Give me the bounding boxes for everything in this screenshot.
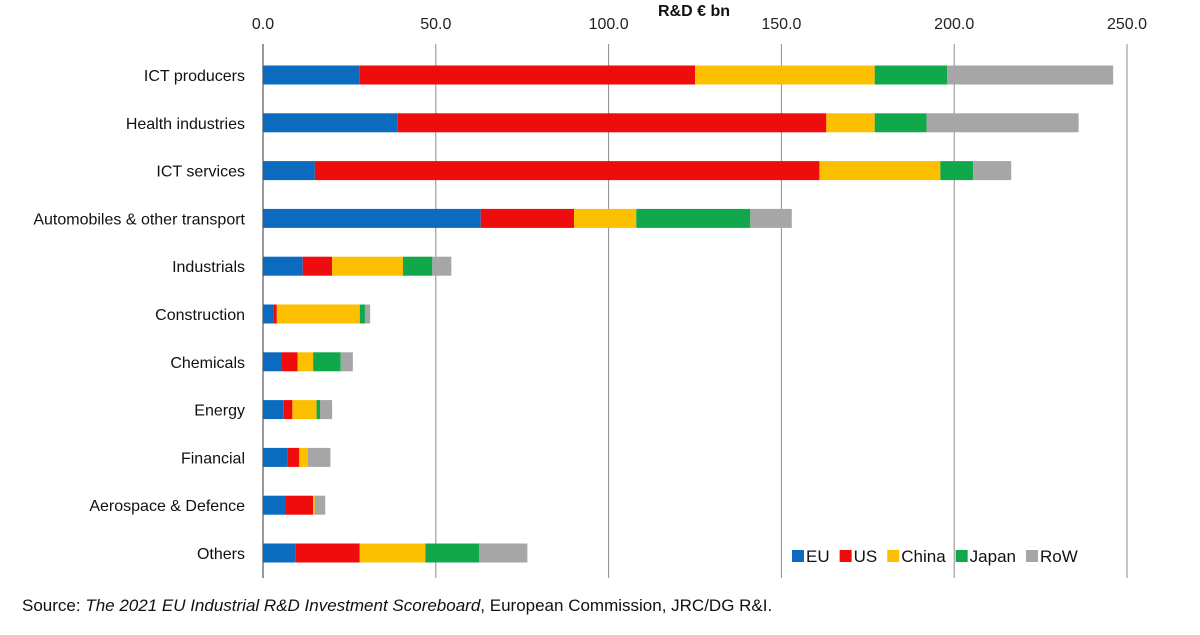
x-tick-label: 250.0 [1107,16,1147,33]
x-tick-label: 100.0 [589,16,629,33]
source-note: Source: The 2021 EU Industrial R&D Inves… [22,596,772,616]
category-label: Energy [194,403,245,420]
bar-segment-eu-automobiles-and-other-transport [263,208,481,228]
chart-title: R&D € bn [658,3,730,20]
stacked-bar-chart: R&D € bn 0.0 50.0 100.0 150.0 200.0 250.0 ICT… [33,3,1147,578]
x-tick-label: 150.0 [761,16,801,33]
legend-swatch-china [887,550,900,562]
bar-segment-china-automobiles-and-other-transport [574,208,637,228]
x-tick-label: 200.0 [934,16,974,33]
x-tick-label: 0.0 [252,16,274,33]
category-label: Financial [181,450,245,467]
bar-segment-japan-ict-producers [874,65,948,85]
legend-label-japan: Japan [970,547,1016,566]
bar-segment-eu-health-industries [263,113,398,133]
bar-segment-eu-ict-producers [263,65,360,85]
bar-segment-us-aerospace-and-defence [285,495,314,515]
bar-segment-us-industrials [302,256,333,276]
gridlines [435,44,1128,578]
bar-segment-china-ict-services [819,161,941,181]
bar-segment-row-aerospace-and-defence [314,495,326,515]
legend: EU US China Japan RoW [792,547,1078,566]
bar-segment-japan-health-industries [874,113,927,133]
bar-segment-us-construction [273,304,277,324]
bar-segment-eu-energy [263,400,284,420]
legend-swatch-japan [955,550,968,562]
legend-swatch-row [1026,550,1038,562]
bar-segment-japan-automobiles-and-other-transport [636,208,751,228]
bar-segment-china-ict-producers [695,65,875,85]
bar-segment-row-financial [307,447,331,467]
legend-label-eu: EU [806,547,830,566]
bar-segment-row-energy [320,400,333,420]
axes: R&D € bn 0.0 50.0 100.0 150.0 200.0 250.0 [252,3,1147,578]
category-label: Aerospace & Defence [89,498,245,515]
bar-segment-japan-industrials [402,256,433,276]
bar-segment-china-financial [299,447,308,467]
bar-segment-row-automobiles-and-other-transport [750,208,792,228]
bar-segment-china-construction [276,304,360,324]
legend-label-china: China [901,547,946,566]
category-label: ICT services [156,164,245,181]
category-label: ICT producers [144,68,245,85]
category-label: Chemicals [170,355,245,372]
bar-segment-china-energy [292,400,317,420]
category-label: Health industries [126,116,245,133]
bar-segment-eu-financial [263,447,288,467]
bar-segment-us-energy [283,400,293,420]
source-suffix: , European Commission, JRC/DG R&I. [480,596,773,615]
category-label: Industrials [172,259,245,276]
bar-segment-us-health-industries [397,113,827,133]
bar-segment-china-health-industries [826,113,875,133]
bar-segment-row-chemicals [340,352,353,372]
bar-segment-china-industrials [332,256,403,276]
bar-segment-us-chemicals [282,352,298,372]
bar-segment-row-industrials [432,256,452,276]
bar-segment-japan-others [425,543,479,563]
bars [263,65,1114,563]
bar-segment-us-financial [287,447,300,467]
legend-label-us: US [854,547,878,566]
x-tick-label: 50.0 [420,16,451,33]
bar-segment-china-aerospace-and-defence [313,495,315,515]
category-label: Automobiles & other transport [33,211,245,228]
legend-label-row: RoW [1040,547,1078,566]
bar-segment-row-ict-services [973,161,1012,181]
bar-segment-eu-construction [263,304,274,324]
bar-segment-us-automobiles-and-other-transport [480,208,575,228]
category-label: Others [197,546,245,563]
bar-segment-eu-aerospace-and-defence [263,495,286,515]
bar-segment-row-construction [364,304,371,324]
bar-segment-row-ict-producers [947,65,1114,85]
legend-swatch-eu [792,550,804,562]
bar-segment-japan-chemicals [313,352,341,372]
bar-segment-japan-energy [316,400,321,420]
category-labels: ICT producers Health industries ICT servic… [33,68,245,563]
bar-segment-us-others [295,543,360,563]
bar-segment-eu-chemicals [263,352,283,372]
category-label: Construction [155,307,245,324]
source-title: The 2021 EU Industrial R&D Investment Sc… [85,596,481,615]
bar-segment-eu-ict-services [263,161,315,181]
bar-segment-china-chemicals [297,352,314,372]
bar-segment-eu-others [263,543,296,563]
bar-segment-row-others [479,543,528,563]
bar-segment-us-ict-services [314,161,820,181]
bar-segment-eu-industrials [263,256,303,276]
source-prefix: Source: [22,596,86,615]
legend-swatch-us [839,550,852,562]
bar-segment-china-others [359,543,426,563]
bar-segment-japan-construction [359,304,365,324]
bar-segment-us-ict-producers [359,65,695,85]
bar-segment-japan-ict-services [940,161,974,181]
bar-segment-row-health-industries [926,113,1079,133]
